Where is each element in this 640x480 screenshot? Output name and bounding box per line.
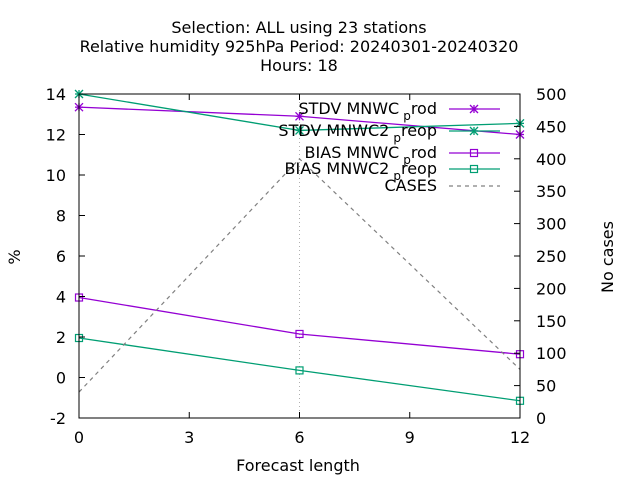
series-point-2 bbox=[295, 329, 304, 339]
x-axis-label: Forecast length bbox=[236, 456, 360, 475]
y2-tick-label: 150 bbox=[536, 312, 567, 331]
y2-tick-label: 300 bbox=[536, 215, 567, 234]
y2-tick-label: 250 bbox=[536, 247, 567, 266]
legend-label-2: BIAS MNWC prod bbox=[305, 143, 437, 167]
chart-title: Selection: ALL using 23 stations Relativ… bbox=[80, 18, 519, 75]
y-axis-label: % bbox=[5, 249, 24, 264]
y-tick-label: 0 bbox=[56, 369, 66, 388]
y-tick-label: 4 bbox=[56, 288, 66, 307]
y2-tick-label: 200 bbox=[536, 279, 567, 298]
y2-tick-label: 450 bbox=[536, 117, 567, 136]
x-tick-label: 0 bbox=[74, 428, 84, 447]
y-tick-label: -2 bbox=[50, 409, 66, 428]
legend-label-4: CASES bbox=[384, 176, 437, 195]
legend-label-3: BIAS MNWC2 preop bbox=[285, 159, 437, 183]
chart-title-line-3: Hours: 18 bbox=[260, 56, 338, 75]
y-tick-label: 14 bbox=[46, 85, 66, 104]
legend-marker-1 bbox=[469, 126, 479, 136]
axes: 0 3 6 9 12 -2 0 2 4 6 8 10 12 14 0 50 100 150 200 250 300 350… bbox=[46, 85, 567, 447]
legend-label-0: STDV MNWC prod bbox=[298, 99, 437, 123]
series-line-2 bbox=[78, 296, 521, 355]
y-tick-label: 12 bbox=[46, 126, 66, 145]
x-tick-label: 6 bbox=[294, 428, 304, 447]
y2-tick-label: 0 bbox=[536, 409, 546, 428]
series-line-3 bbox=[78, 337, 521, 402]
x-tick-label: 12 bbox=[510, 428, 530, 447]
y-tick-label: 2 bbox=[56, 328, 66, 347]
y2-axis-label: No cases bbox=[598, 221, 617, 293]
chart-title-line-1: Selection: ALL using 23 stations bbox=[171, 18, 426, 37]
legend-marker-3 bbox=[469, 164, 479, 174]
chart-title-line-2: Relative humidity 925hPa Period: 2024030… bbox=[80, 37, 519, 56]
series-point-0 bbox=[295, 111, 304, 121]
y2-tick-label: 50 bbox=[536, 377, 556, 396]
y2-tick-label: 400 bbox=[536, 150, 567, 169]
legend-marker-0 bbox=[469, 104, 479, 114]
y-tick-label: 10 bbox=[46, 166, 66, 185]
series-point-1 bbox=[295, 125, 304, 135]
y-tick-label: 6 bbox=[56, 247, 66, 266]
series-point-3 bbox=[295, 366, 304, 375]
x-tick-label: 3 bbox=[184, 428, 194, 447]
legend-marker-2 bbox=[469, 148, 479, 158]
y2-tick-label: 100 bbox=[536, 344, 567, 363]
legend-label-1: STDV MNWC2 preop bbox=[278, 121, 437, 145]
series-line-4 bbox=[78, 157, 521, 393]
y-tick-label: 8 bbox=[56, 207, 66, 226]
y2-tick-label: 500 bbox=[536, 85, 567, 104]
y2-tick-label: 350 bbox=[536, 182, 567, 201]
x-tick-label: 9 bbox=[405, 428, 415, 447]
